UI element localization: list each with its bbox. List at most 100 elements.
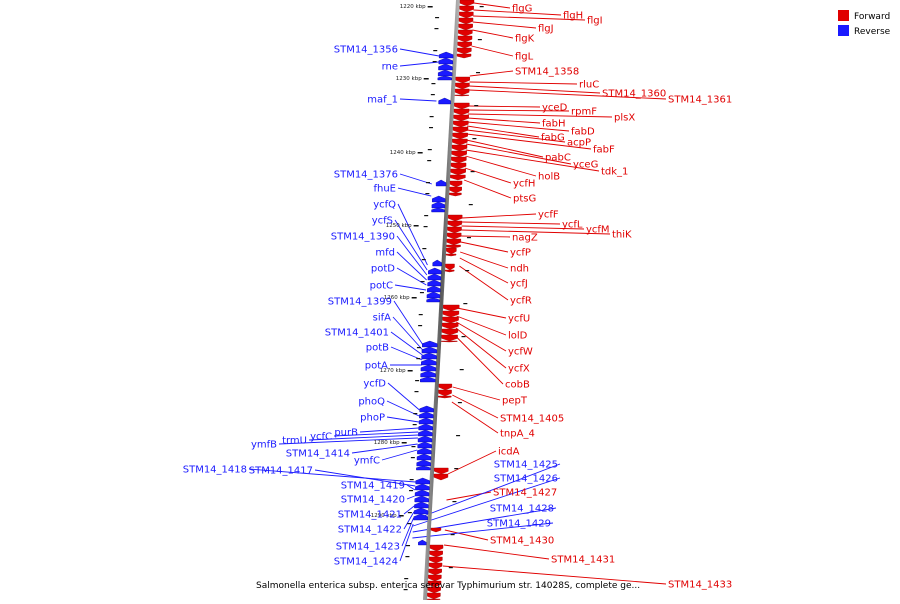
gene-label-rev-pota[interactable]: potA <box>365 361 388 372</box>
reverse-gene-feature[interactable] <box>420 370 436 378</box>
forward-gene-feature[interactable] <box>442 322 459 330</box>
reverse-gene-feature[interactable] <box>419 411 434 419</box>
gene-label-rev-fhue[interactable]: fhuE <box>373 184 396 195</box>
reverse-gene-feature[interactable] <box>419 405 434 413</box>
reverse-gene-feature[interactable] <box>421 346 438 354</box>
forward-gene-feature[interactable] <box>452 132 468 140</box>
gene-label-fwd-ndh[interactable]: ndh <box>510 264 529 275</box>
forward-gene-feature[interactable] <box>451 156 467 164</box>
gene-label-rev-phoq[interactable]: phoQ <box>358 397 385 408</box>
forward-gene-feature[interactable] <box>434 467 449 475</box>
reverse-gene-feature[interactable] <box>414 495 429 503</box>
reverse-gene-feature[interactable] <box>428 267 442 275</box>
reverse-gene-feature[interactable] <box>427 285 441 293</box>
forward-gene-feature[interactable] <box>453 120 469 128</box>
gene-label-fwd-pept[interactable]: pepT <box>502 396 528 407</box>
reverse-gene-feature[interactable] <box>418 417 434 425</box>
reverse-gene-feature[interactable] <box>438 63 453 71</box>
gene-label-fwd-yceg[interactable]: yceG <box>573 160 598 171</box>
forward-gene-feature[interactable] <box>429 556 443 564</box>
reverse-gene-feature[interactable] <box>432 259 442 267</box>
forward-gene-feature[interactable] <box>446 244 461 249</box>
gene-label-fwd-ycfu[interactable]: ycfU <box>508 314 530 325</box>
forward-gene-feature[interactable] <box>454 88 470 96</box>
forward-gene-feature[interactable] <box>445 263 455 271</box>
forward-gene-feature[interactable] <box>449 180 463 188</box>
gene-label-fwd-ycfj[interactable]: ycfJ <box>510 279 528 290</box>
gene-label-rev-stm14-1419[interactable]: STM14_1419 <box>341 481 405 492</box>
gene-label-fwd-flgj[interactable]: flgJ <box>538 24 554 35</box>
gene-label-rev-potc[interactable]: potC <box>370 281 393 292</box>
gene-label-fwd-flgh[interactable]: flgH <box>563 11 583 22</box>
gene-label-rev-stm14-1424[interactable]: STM14_1424 <box>334 557 398 568</box>
gene-label-rev-stm14-1421[interactable]: STM14_1421 <box>338 510 402 521</box>
forward-gene-feature[interactable] <box>458 23 473 31</box>
gene-label-fwd-stm14-1360[interactable]: STM14_1360 <box>602 89 666 100</box>
reverse-gene-feature[interactable] <box>438 51 454 59</box>
forward-gene-feature[interactable] <box>428 574 442 582</box>
reverse-gene-feature[interactable] <box>437 75 453 81</box>
gene-label-fwd-icda[interactable]: icdA <box>498 447 520 458</box>
gene-label-fwd-fabf[interactable]: fabF <box>593 145 615 156</box>
reverse-gene-feature[interactable] <box>431 207 445 213</box>
gene-label-fwd-holb[interactable]: holB <box>538 172 560 183</box>
gene-label-rev-stm14-1428[interactable]: STM14_1428 <box>490 504 554 515</box>
reverse-gene-feature[interactable] <box>421 352 437 360</box>
reverse-gene-feature[interactable] <box>432 195 446 203</box>
gene-label-fwd-thik[interactable]: thiK <box>612 230 632 241</box>
gene-label-rev-ymfb[interactable]: ymfB <box>251 440 277 451</box>
gene-label-fwd-ycff[interactable]: ycfF <box>538 210 559 221</box>
gene-label-fwd-flgg[interactable]: flgG <box>512 4 532 15</box>
forward-gene-feature[interactable] <box>459 5 474 13</box>
forward-gene-feature[interactable] <box>450 162 467 170</box>
reverse-gene-feature[interactable] <box>427 273 442 281</box>
reverse-gene-feature[interactable] <box>416 459 431 467</box>
reverse-gene-feature[interactable] <box>416 453 432 461</box>
gene-label-fwd-tnpa-4[interactable]: tnpA_4 <box>500 429 535 440</box>
forward-gene-feature[interactable] <box>442 310 460 318</box>
gene-label-rev-trmu[interactable]: trmU <box>282 436 307 447</box>
forward-gene-feature[interactable] <box>455 82 470 90</box>
gene-label-fwd-stm14-1361[interactable]: STM14_1361 <box>668 95 732 106</box>
reverse-gene-feature[interactable] <box>414 489 430 497</box>
forward-gene-feature[interactable] <box>443 304 460 312</box>
forward-gene-feature[interactable] <box>444 269 455 273</box>
gene-label-fwd-ycfw[interactable]: ycfW <box>508 347 533 358</box>
gene-label-rev-stm14-1399[interactable]: STM14_1399 <box>328 297 392 308</box>
reverse-gene-feature[interactable] <box>422 340 438 348</box>
forward-gene-feature[interactable] <box>452 126 469 134</box>
forward-gene-feature[interactable] <box>446 232 462 240</box>
reverse-gene-feature[interactable] <box>418 423 433 431</box>
forward-gene-feature[interactable] <box>428 562 443 570</box>
forward-gene-feature[interactable] <box>453 108 470 116</box>
forward-gene-feature[interactable] <box>451 150 467 158</box>
forward-gene-feature[interactable] <box>454 94 469 97</box>
gene-label-fwd-lold[interactable]: lolD <box>508 331 528 342</box>
gene-label-rev-rne[interactable]: rne <box>382 62 398 73</box>
reverse-gene-feature[interactable] <box>414 501 429 509</box>
gene-label-rev-stm14-1401[interactable]: STM14_1401 <box>325 328 389 339</box>
gene-label-rev-stm14-1420[interactable]: STM14_1420 <box>341 495 405 506</box>
gene-label-fwd-ycfp[interactable]: ycfP <box>510 248 531 259</box>
gene-label-rev-potd[interactable]: potD <box>371 264 395 275</box>
gene-label-rev-stm14-1417[interactable]: STM14_1417 <box>249 466 313 477</box>
gene-label-fwd-flgl[interactable]: flgL <box>515 52 534 63</box>
reverse-gene-feature[interactable] <box>413 513 428 521</box>
gene-label-rev-stm14-1376[interactable]: STM14_1376 <box>334 170 398 181</box>
forward-gene-feature[interactable] <box>450 168 466 176</box>
gene-label-fwd-flgi[interactable]: flgI <box>587 16 603 27</box>
forward-gene-feature[interactable] <box>441 334 458 342</box>
forward-gene-feature[interactable] <box>456 53 472 59</box>
gene-label-rev-purb[interactable]: purB <box>334 428 358 439</box>
forward-gene-feature[interactable] <box>447 214 463 222</box>
forward-gene-feature[interactable] <box>427 592 441 600</box>
gene-label-rev-stm14-1425[interactable]: STM14_1425 <box>494 460 558 471</box>
gene-label-rev-stm14-1418[interactable]: STM14_1418 <box>183 465 247 476</box>
gene-label-rev-sifa[interactable]: sifA <box>373 313 392 324</box>
gene-label-fwd-ptsg[interactable]: ptsG <box>513 194 536 205</box>
forward-gene-feature[interactable] <box>459 11 474 19</box>
gene-label-rev-ycfs[interactable]: ycfS <box>372 216 393 227</box>
forward-gene-feature[interactable] <box>429 550 443 558</box>
forward-gene-feature[interactable] <box>433 473 449 481</box>
gene-label-fwd-acpp[interactable]: acpP <box>567 138 591 149</box>
